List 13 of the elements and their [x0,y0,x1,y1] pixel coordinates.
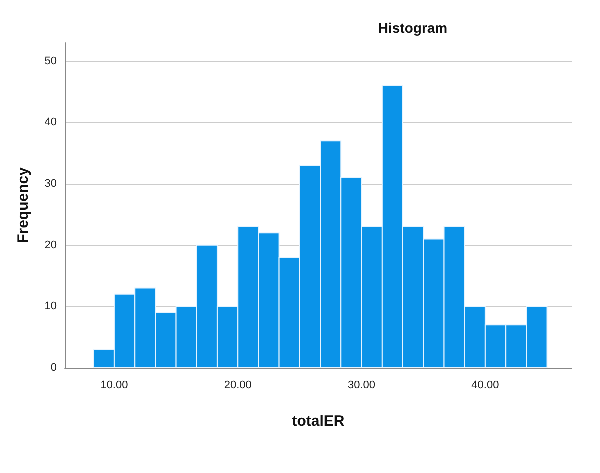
x-tick-label: 20.00 [224,380,252,392]
y-tick-label: 30 [44,178,57,190]
y-tick-label: 10 [44,300,57,313]
y-tick-label: 0 [50,362,57,374]
x-tick-label: 10.00 [100,380,128,392]
x-axis-title: totalER [292,413,345,430]
y-tick-label: 50 [44,55,57,68]
y-tick-label: 20 [44,239,57,252]
y-axis-title: Frequency [15,166,32,244]
x-tick-label: 30.00 [348,380,376,392]
chart-title: Histogram [378,20,448,36]
y-tick-label: 40 [44,116,57,129]
x-tick-label: 40.00 [472,380,500,392]
